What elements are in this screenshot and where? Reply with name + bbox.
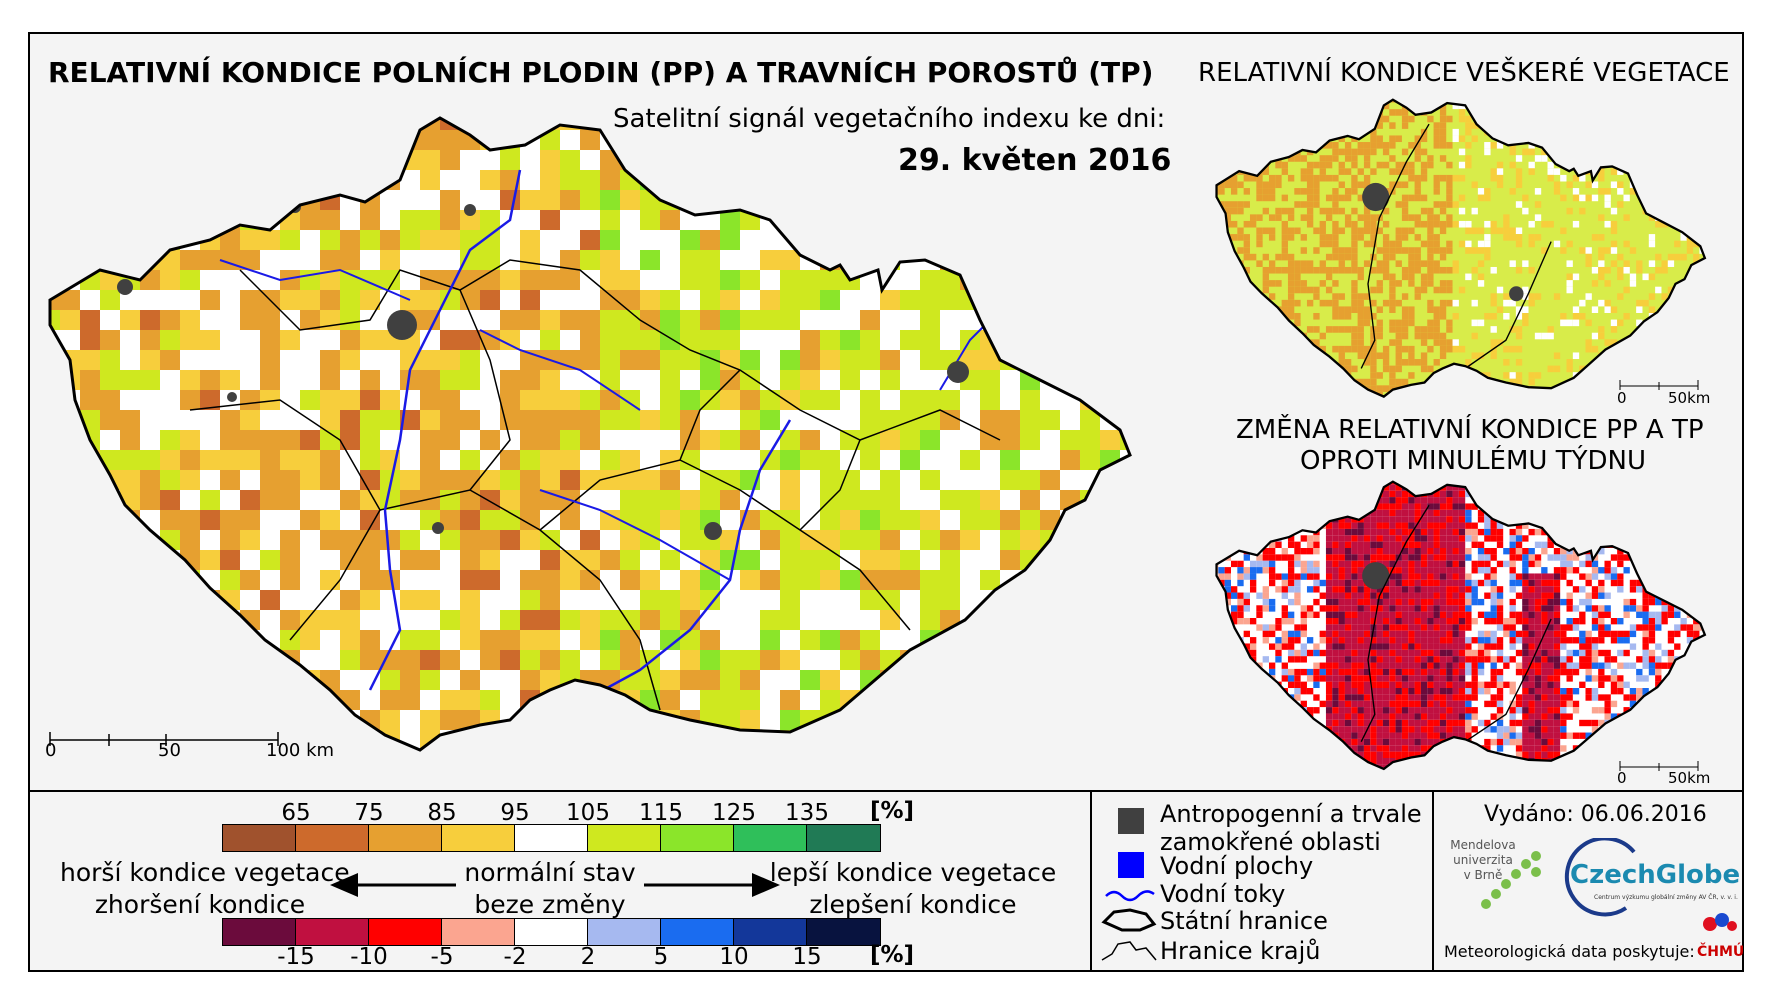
anthropogenic-area-swatch [1118, 808, 1144, 834]
water-body-swatch [1118, 852, 1144, 878]
river-line-icon [1105, 890, 1155, 902]
legend-anthropogenic-line2: zamokřené oblasti [1160, 828, 1381, 856]
change-tick: 10 [719, 944, 749, 970]
meteo-data-provider: Meteorologická data poskytuje: [1444, 942, 1695, 961]
change-swatch [734, 919, 807, 945]
right-arrow-icon [644, 873, 780, 897]
main-map-date: 29. květen 2016 [898, 143, 1172, 178]
change-color-scale [222, 918, 881, 946]
main-scale-label-100: 100 km [266, 740, 335, 761]
condition-swatch [369, 825, 442, 851]
better-condition-label: lepší kondice vegetace [769, 858, 1057, 887]
mendel-line1: Mendelova [1450, 838, 1516, 852]
change-swatch [296, 919, 369, 945]
change-scale-label-50: 50km [1668, 769, 1711, 787]
legend-state-border: Státní hranice [1160, 907, 1328, 935]
change-tick: -5 [430, 944, 454, 970]
change-tick: 5 [653, 944, 669, 970]
chmu-logo-icon [1703, 913, 1737, 931]
mendel-logo-icon [1481, 851, 1541, 909]
change-unit: [%] [870, 942, 915, 968]
change-swatch [588, 919, 661, 945]
legend-region-border: Hranice krajů [1160, 937, 1321, 965]
worsening-label: zhoršení kondice [94, 890, 306, 919]
change-tick: -15 [277, 944, 315, 970]
legend-water-bodies: Vodní plochy [1160, 852, 1314, 880]
legend-rivers: Vodní toky [1160, 880, 1286, 908]
vegetation-condition-map [1215, 98, 1707, 398]
czechglobe-logo-text: CzechGlobe [1570, 860, 1741, 890]
main-scale-bar [49, 732, 279, 746]
main-map-title: RELATIVNÍ KONDICE POLNÍCH PLODIN (PP) A … [48, 56, 1154, 89]
main-scale-label-0: 0 [45, 740, 57, 761]
legend-divider [28, 790, 1744, 792]
improvement-label: zlepšení kondice [809, 890, 1017, 919]
condition-tick: 135 [785, 800, 829, 826]
change-scale-bar [1619, 761, 1699, 771]
condition-tick: 65 [281, 800, 311, 826]
change-tick: -10 [350, 944, 388, 970]
czechglobe-subtitle: Centrum výzkumu globální změny AV ČR, v.… [1594, 894, 1738, 901]
condition-swatch [807, 825, 880, 851]
region-border-icon [1101, 941, 1157, 961]
condition-unit: [%] [870, 798, 915, 824]
condition-tick: 75 [354, 800, 384, 826]
change-map-title-line1: ZMĚNA RELATIVNÍ KONDICE PP A TP [1236, 415, 1704, 445]
condition-swatch [296, 825, 369, 851]
condition-tick: 125 [712, 800, 756, 826]
mendel-line2: univerzita [1453, 853, 1513, 867]
change-swatch [515, 919, 588, 945]
worse-condition-label: horší kondice vegetace [60, 858, 350, 887]
condition-tick: 85 [427, 800, 457, 826]
vegetation-scale-label-50: 50km [1668, 389, 1711, 407]
change-swatch [442, 919, 515, 945]
change-swatch [807, 919, 880, 945]
condition-tick: 95 [500, 800, 530, 826]
condition-swatch [223, 825, 296, 851]
normal-state-label: normální stav [464, 858, 636, 887]
condition-change-map [1215, 480, 1707, 771]
vegetation-map-title: RELATIVNÍ KONDICE VEŠKERÉ VEGETACE [1198, 58, 1730, 88]
change-swatch [369, 919, 442, 945]
condition-swatch [734, 825, 807, 851]
change-swatch [223, 919, 296, 945]
vegetation-scale-label-0: 0 [1617, 389, 1627, 407]
change-tick: -2 [503, 944, 527, 970]
main-map-subtitle: Satelitní signál vegetačního indexu ke d… [613, 104, 1166, 134]
mendel-logo-text: Mendelova univerzita v Brně [1446, 838, 1520, 883]
condition-swatch [515, 825, 588, 851]
legend-anthropogenic-line1: Antropogenní a trvale [1160, 800, 1422, 828]
main-condition-map [48, 116, 1132, 752]
footer-divider-vertical [1432, 791, 1434, 972]
no-change-label: beze změny [474, 890, 626, 919]
chmu-logo-text: ČHMÚ [1697, 944, 1745, 960]
legend-divider-vertical [1090, 791, 1092, 972]
change-tick: 2 [580, 944, 596, 970]
condition-tick: 115 [639, 800, 683, 826]
condition-swatch [661, 825, 734, 851]
change-swatch [661, 919, 734, 945]
change-scale-label-0: 0 [1617, 769, 1627, 787]
condition-swatch [442, 825, 515, 851]
change-tick: 15 [792, 944, 822, 970]
condition-tick: 105 [566, 800, 610, 826]
condition-color-scale [222, 824, 881, 852]
czechglobe-logo-icon [1564, 838, 1636, 917]
change-map-title-line2: OPROTI MINULÉMU TÝDNU [1300, 446, 1646, 476]
state-border-icon [1101, 908, 1157, 932]
main-scale-label-50: 50 [158, 740, 181, 761]
condition-swatch [588, 825, 661, 851]
mendel-line3: v Brně [1463, 868, 1503, 882]
left-arrow-icon [330, 873, 456, 897]
vegetation-scale-bar [1619, 380, 1699, 390]
issued-date: Vydáno: 06.06.2016 [1484, 802, 1707, 827]
